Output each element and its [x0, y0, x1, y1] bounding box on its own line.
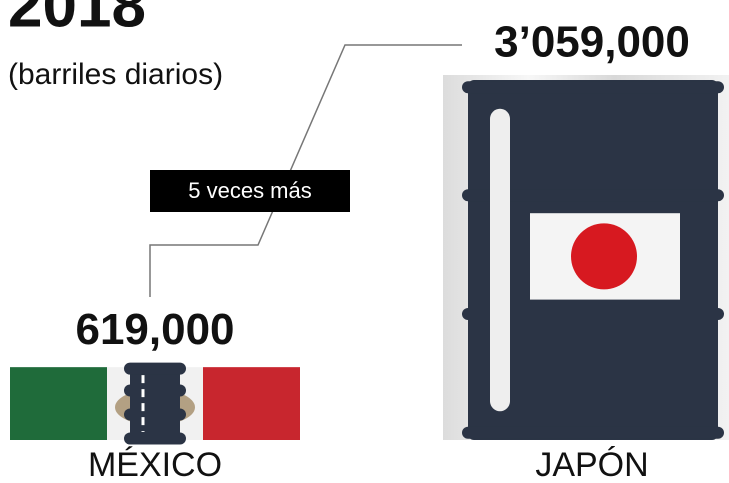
- barrel-highlight: [490, 108, 510, 412]
- category-label: MÉXICO: [88, 446, 222, 483]
- barrel-rib: [462, 426, 724, 439]
- flag-green: [10, 367, 107, 440]
- value-label: 3’059,000: [494, 18, 690, 67]
- value-label: 619,000: [75, 305, 234, 354]
- barrel-rib: [462, 308, 724, 320]
- barrel-rib: [462, 81, 724, 94]
- barrel-rib: [462, 189, 724, 202]
- barrel: [130, 367, 180, 440]
- flag-red: [203, 367, 300, 440]
- barrel-rib: [124, 362, 186, 375]
- flag-sun: [571, 223, 637, 290]
- subtitle: (barriles diarios): [8, 58, 223, 91]
- barrel-rib: [124, 408, 186, 421]
- connector: [149, 44, 462, 297]
- barrel-rib: [124, 384, 186, 397]
- barrel-rib: [124, 432, 186, 445]
- annotation-box: [150, 170, 350, 212]
- annotation: 5 veces más: [188, 178, 312, 203]
- chart-title: 2018: [8, 0, 146, 40]
- category-label: JAPÓN: [535, 446, 648, 483]
